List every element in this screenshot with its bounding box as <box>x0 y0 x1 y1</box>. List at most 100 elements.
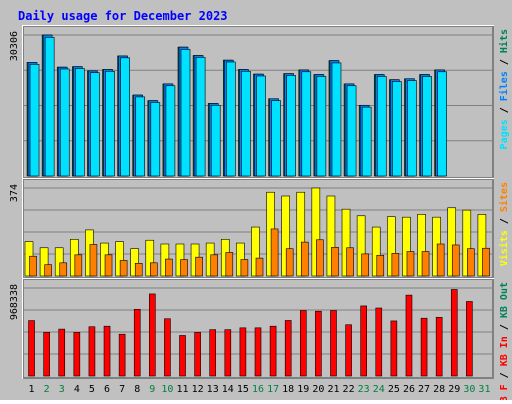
legend-entry: KB Out <box>499 282 510 318</box>
bar-sites <box>255 257 264 277</box>
bar-sites <box>165 258 173 277</box>
bar-kb-f <box>224 329 232 377</box>
bar-pages <box>165 85 176 177</box>
day-label: 10 <box>161 384 173 395</box>
bar-sites <box>361 253 369 277</box>
bar-visits <box>326 195 336 277</box>
day-label: 27 <box>418 384 430 395</box>
bar-pages <box>135 96 146 177</box>
bar-sites <box>74 254 83 277</box>
bar-visits <box>462 209 472 277</box>
bar-pages <box>331 62 342 177</box>
bar-kb-f <box>435 316 443 377</box>
bar-pages <box>90 72 100 177</box>
bar-visits <box>54 247 64 277</box>
bar-kb-f <box>330 310 337 377</box>
day-label: 3 <box>59 384 65 395</box>
bar-kb-f <box>58 328 66 377</box>
bar-kb-f <box>164 318 171 377</box>
bar-pages <box>150 102 161 177</box>
day-label: 15 <box>237 384 249 395</box>
day-label: 20 <box>312 384 324 395</box>
legend-entry: / <box>499 212 510 230</box>
day-label: 25 <box>388 384 400 395</box>
bar-kb-f <box>209 329 217 377</box>
bar-pages <box>392 81 402 177</box>
bar-visits <box>130 248 139 277</box>
bar-kb-f <box>375 307 383 377</box>
bar-visits <box>145 239 155 277</box>
bar-sites <box>210 254 219 277</box>
bar-kb-f <box>149 293 156 377</box>
bar-sites <box>134 262 143 277</box>
bar-pages <box>346 85 357 177</box>
bar-kb-f <box>360 305 367 377</box>
panel-max-label: 968338 <box>9 284 20 320</box>
bar-sites <box>436 243 445 277</box>
day-axis: 1 2 3 4 5 6 7 8 9 10 11 12 13 14 15 16 17 18 19 20 21 22 23 24 2… <box>29 384 491 395</box>
bar-sites <box>346 247 354 277</box>
bar-kb-f <box>103 325 111 377</box>
bar-kb-f <box>315 310 322 377</box>
bar-kb-f <box>88 326 96 377</box>
day-label: 19 <box>297 384 309 395</box>
bar-visits <box>39 247 49 277</box>
day-label: 24 <box>373 384 385 395</box>
panel-top: 30306 Pages / Files / Hits <box>9 25 510 179</box>
legend-entry: Sites <box>498 182 510 212</box>
bar-sites <box>89 244 98 277</box>
legend-entry: Visits <box>498 230 510 266</box>
bar-sites <box>406 251 415 277</box>
bar-sites <box>331 246 339 277</box>
bar-sites <box>29 255 37 277</box>
bar-sites <box>104 254 113 277</box>
bar-pages <box>301 71 312 177</box>
bar-kb-f <box>73 332 81 377</box>
bar-pages <box>180 49 191 177</box>
legend-entry: KB F <box>499 384 510 400</box>
bar-sites <box>421 251 430 277</box>
bar-pages <box>59 68 70 177</box>
bar-kb-f <box>254 327 262 377</box>
day-label: 28 <box>433 384 445 395</box>
bar-pages <box>361 106 372 177</box>
day-label: 13 <box>207 384 219 395</box>
bar-pages <box>286 75 296 177</box>
legend-entry: Pages <box>499 119 510 149</box>
bar-kb-f <box>345 324 352 377</box>
bar-sites <box>195 256 203 277</box>
bar-pages <box>407 80 417 177</box>
day-label: 16 <box>252 384 264 395</box>
day-label: 2 <box>44 384 50 395</box>
bar-sites <box>150 262 158 277</box>
bar-kb-f <box>28 320 35 377</box>
panel-middle: 374 Visits / Sites <box>9 178 510 279</box>
day-label: 31 <box>478 384 490 395</box>
legend-entry: KB In <box>499 336 510 366</box>
bar-sites <box>285 248 294 277</box>
bar-visits <box>477 214 487 277</box>
bar-visits <box>281 195 290 277</box>
day-label: 11 <box>176 384 188 395</box>
bar-kb-f <box>118 333 126 377</box>
bar-pages <box>75 68 85 177</box>
day-label: 21 <box>327 384 339 395</box>
bar-kb-f <box>239 327 247 377</box>
bar-pages <box>271 100 281 177</box>
day-label: 30 <box>463 384 475 395</box>
bar-kb-f <box>420 317 428 377</box>
panel-legend: Pages / Files / Hits <box>498 29 510 149</box>
panel-max-label: 374 <box>9 184 20 202</box>
day-label: 12 <box>192 384 204 395</box>
bar-kb-f <box>284 320 292 377</box>
bar-pages <box>376 76 387 177</box>
bar-sites <box>119 260 128 277</box>
bar-visits <box>387 216 396 277</box>
bar-kb-f <box>133 308 141 377</box>
bar-kb-f <box>269 325 277 377</box>
bar-visits <box>341 208 351 277</box>
bar-sites <box>270 228 279 277</box>
legend-entry: / <box>499 101 510 119</box>
bar-pages <box>241 71 251 177</box>
